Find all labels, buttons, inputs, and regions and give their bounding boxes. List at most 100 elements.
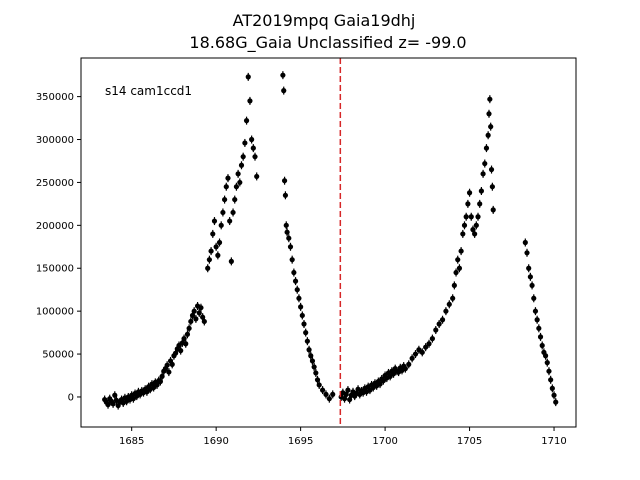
data-point <box>309 358 316 364</box>
data-point <box>252 154 258 160</box>
data-point <box>542 353 549 359</box>
data-point <box>238 162 245 168</box>
data-point <box>529 282 535 289</box>
data-point <box>527 274 533 280</box>
data-point <box>473 222 479 228</box>
y-tick-label: 0 <box>68 392 74 403</box>
data-point <box>206 257 212 263</box>
data-point <box>211 218 218 224</box>
data-point <box>164 362 170 368</box>
plot-area <box>80 57 577 428</box>
data-point <box>220 209 226 216</box>
y-tick-label: 200000 <box>36 221 74 232</box>
data-point <box>480 171 486 177</box>
data-point <box>551 392 557 398</box>
x-axis: 1685 1690 1695 1700 1705 1710 <box>119 427 567 447</box>
data-point <box>531 295 537 301</box>
data-point <box>453 269 459 276</box>
chart-subtitle: 18.68G_Gaia Unclassified z= -99.0 <box>189 33 466 53</box>
data-point <box>254 173 260 180</box>
data-point <box>198 305 204 311</box>
plot-frame <box>80 57 577 428</box>
data-point <box>205 265 211 271</box>
data-points <box>102 71 559 410</box>
data-point <box>183 341 189 347</box>
data-point <box>539 342 545 349</box>
data-point <box>242 140 248 146</box>
data-point <box>215 252 221 258</box>
data-point <box>446 301 452 307</box>
data-point <box>218 222 224 228</box>
data-point <box>463 214 469 220</box>
y-axis: 0 50000 100000 150000 200000 250000 300000 3500… <box>36 92 81 403</box>
data-point <box>465 201 471 207</box>
data-point <box>232 196 238 203</box>
data-point <box>409 355 415 361</box>
data-point <box>169 361 175 367</box>
data-point <box>235 171 241 177</box>
chart-title: AT2019mpq Gaia19dhj <box>233 11 416 30</box>
data-point <box>330 391 336 397</box>
data-point <box>186 325 192 331</box>
data-point <box>319 387 326 393</box>
data-point <box>489 184 495 190</box>
data-point <box>286 235 292 241</box>
data-point <box>482 160 488 167</box>
data-point <box>281 178 288 184</box>
x-tick-label: 1695 <box>288 436 313 447</box>
data-point <box>456 265 463 271</box>
data-point <box>426 341 432 347</box>
plot-background <box>81 58 576 427</box>
data-point <box>553 399 559 405</box>
data-point <box>249 136 255 143</box>
data-point <box>166 369 172 375</box>
data-point <box>282 192 289 198</box>
data-point <box>522 239 528 246</box>
y-tick-label: 100000 <box>36 307 74 318</box>
data-point <box>184 331 191 337</box>
data-point <box>208 248 214 254</box>
data-point <box>472 231 478 237</box>
data-point <box>188 318 194 325</box>
data-point <box>289 257 295 263</box>
data-point <box>243 118 250 124</box>
data-point <box>450 295 456 301</box>
data-point <box>296 295 302 301</box>
data-point <box>546 368 552 374</box>
data-point <box>345 387 351 393</box>
data-point <box>490 207 496 213</box>
x-tick-label: 1705 <box>457 436 482 447</box>
data-point <box>281 88 287 94</box>
data-point <box>216 239 223 246</box>
data-point <box>213 244 219 250</box>
data-point <box>233 184 240 190</box>
data-point <box>193 316 199 322</box>
data-point <box>524 250 530 256</box>
data-point <box>466 190 473 196</box>
data-point <box>460 231 466 237</box>
data-point <box>477 201 483 207</box>
data-point <box>439 317 446 323</box>
data-point <box>536 325 542 331</box>
y-tick-label: 150000 <box>36 264 74 275</box>
data-point <box>287 244 294 250</box>
data-point <box>283 222 289 228</box>
data-point <box>245 74 251 80</box>
x-tick-label: 1710 <box>541 436 566 447</box>
data-point <box>225 175 231 181</box>
data-point <box>292 278 299 284</box>
ccd-annotation: s14 cam1ccd1 <box>105 84 192 98</box>
data-point <box>323 391 329 397</box>
data-point <box>299 312 305 319</box>
x-tick-label: 1700 <box>372 436 397 447</box>
data-point <box>544 360 550 366</box>
data-point <box>475 214 481 220</box>
data-point <box>294 287 300 293</box>
x-tick-label: 1685 <box>119 436 144 447</box>
data-point <box>451 282 457 289</box>
data-point <box>534 317 540 323</box>
data-point <box>487 96 493 102</box>
data-point <box>488 166 495 173</box>
data-point <box>526 265 532 271</box>
